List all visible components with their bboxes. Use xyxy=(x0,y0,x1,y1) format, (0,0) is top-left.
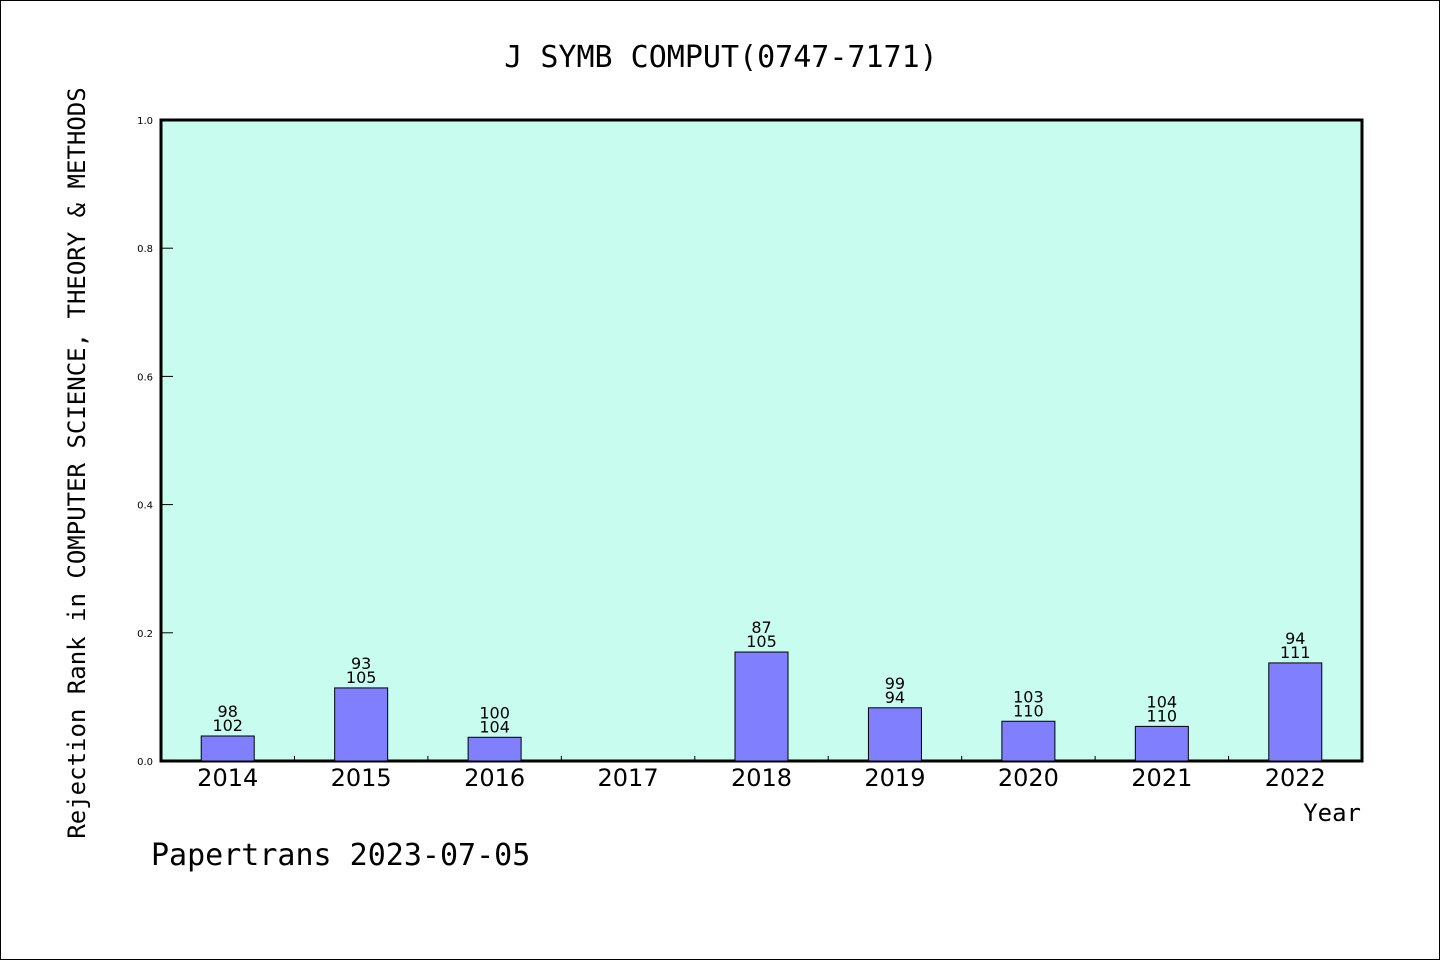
chart-title: J SYMB COMPUT(0747-7171) xyxy=(504,40,937,75)
bar-label-top-2015: 93 xyxy=(351,654,371,673)
bar-2021 xyxy=(1134,725,1189,762)
x-tick-label-2018: 2018 xyxy=(731,764,792,792)
bar-2020 xyxy=(1001,720,1056,762)
bar-2022 xyxy=(1268,662,1323,762)
y-tick-label: 1.0 xyxy=(137,116,153,127)
bar-label-top-2022: 94 xyxy=(1285,629,1305,648)
x-tick-label-2016: 2016 xyxy=(464,764,525,792)
bar-label-bottom-2014: 102 xyxy=(212,716,243,735)
footer-watermark: Papertrans 2023-07-05 xyxy=(151,838,530,873)
bar-label-bottom-2016: 104 xyxy=(479,717,510,736)
bar-2018 xyxy=(734,651,789,762)
bar-label-top-2018: 87 xyxy=(751,618,771,637)
bar-label-bottom-2021: 110 xyxy=(1147,706,1178,725)
x-tick-label-2014: 2014 xyxy=(197,764,258,792)
bar-label-top-2021: 104 xyxy=(1147,692,1178,711)
bar-label-bottom-2019: 94 xyxy=(885,688,905,707)
bar-label-bottom-2015: 105 xyxy=(346,668,377,687)
bar-label-bottom-2018: 105 xyxy=(746,632,777,651)
y-tick-label: 0.8 xyxy=(137,244,153,255)
bar-label-top-2016: 100 xyxy=(479,703,510,722)
y-tick-label: 0.6 xyxy=(137,372,153,383)
x-tick-label-2021: 2021 xyxy=(1131,764,1192,792)
y-axis: 0.0 0.2 0.4 0.6 0.8 1.0 xyxy=(137,116,173,768)
bar-label-top-2019: 99 xyxy=(885,674,905,693)
x-axis: 2014 2015 2016 2017 2018 2019 2020 2021 2022 xyxy=(197,756,1326,792)
y-tick-label: 0.4 xyxy=(137,501,153,512)
x-tick-label-2015: 2015 xyxy=(331,764,392,792)
bar-label-bottom-2020: 110 xyxy=(1013,701,1044,720)
bar-2016 xyxy=(467,736,522,762)
bar-2014 xyxy=(200,735,255,762)
y-tick-label: 0.0 xyxy=(137,757,153,768)
x-tick-label-2020: 2020 xyxy=(998,764,1059,792)
bar-2015 xyxy=(334,687,389,762)
bar-label-top-2014: 98 xyxy=(218,702,238,721)
bar-label-top-2020: 103 xyxy=(1013,687,1044,706)
x-tick-label-2022: 2022 xyxy=(1265,764,1326,792)
x-tick-label-2017: 2017 xyxy=(598,764,659,792)
x-axis-label: Year xyxy=(1303,799,1361,827)
x-tick-label-2019: 2019 xyxy=(864,764,925,792)
bar-label-bottom-2022: 111 xyxy=(1280,643,1311,662)
y-axis-label: Rejection Rank in COMPUTER SCIENCE, THEO… xyxy=(63,87,91,838)
bar-2019 xyxy=(867,707,922,762)
y-tick-label: 0.2 xyxy=(137,629,153,640)
